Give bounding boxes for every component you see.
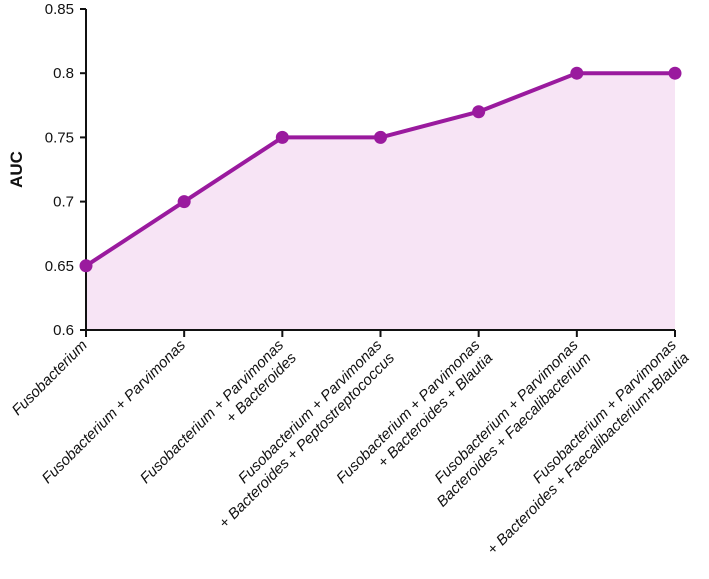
x-tick-label: Fusobacterium + Parvimonas+ Bacteroides … — [203, 336, 399, 532]
data-point — [177, 195, 191, 209]
category-label: Fusobacterium + Parvimonas+ Bacteroides … — [203, 336, 399, 532]
y-tick-label: 0.75 — [45, 129, 74, 146]
category-label-line: + Bacteroides + Faecalibacterium+Blautia — [484, 350, 693, 559]
y-tick-label: 0.85 — [45, 1, 74, 18]
area-fill-layer — [86, 73, 675, 330]
y-tick-label: 0.7 — [53, 194, 74, 211]
category-label-line: Fusobacterium — [9, 337, 91, 419]
data-point — [668, 66, 682, 80]
data-point — [570, 66, 584, 80]
y-tick-label: 0.8 — [53, 65, 74, 82]
x-tick-label: Fusobacterium — [9, 337, 91, 419]
y-axis-label: AUC — [7, 151, 26, 188]
y-ticks: 0.6 0.65 0.7 0.75 0.8 0.85 — [45, 1, 86, 339]
data-points — [79, 66, 682, 273]
data-point — [79, 259, 93, 273]
y-tick-label: 0.65 — [45, 258, 74, 275]
category-label: Fusobacterium — [9, 337, 91, 419]
y-tick-label: 0.6 — [53, 322, 74, 339]
data-point — [472, 105, 486, 119]
area-fill — [86, 73, 675, 330]
data-point — [374, 130, 387, 144]
data-point — [275, 130, 289, 144]
